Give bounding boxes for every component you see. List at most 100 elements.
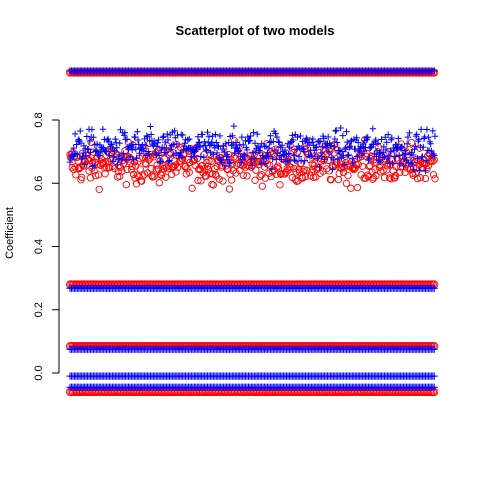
- data-point-circle: [201, 172, 209, 180]
- data-point-plus: [382, 146, 390, 154]
- data-point-plus: [300, 148, 308, 155]
- data-point-circle: [101, 170, 109, 178]
- data-point-plus: [369, 125, 377, 132]
- data-point-plus: [268, 165, 276, 173]
- data-point-circle: [273, 163, 281, 172]
- data-point-plus: [430, 345, 438, 353]
- data-point-circle: [350, 165, 359, 173]
- data-point-plus: [230, 122, 238, 130]
- data-point-plus: [234, 145, 241, 152]
- data-point-plus: [248, 156, 255, 163]
- data-point-circle: [308, 160, 316, 168]
- data-point-plus: [123, 136, 131, 143]
- data-point-plus: [88, 126, 96, 133]
- data-point-plus: [256, 144, 264, 151]
- data-point-plus: [416, 167, 423, 174]
- data-point-plus: [177, 149, 184, 157]
- data-point-plus: [164, 136, 172, 144]
- data-point-plus: [212, 131, 219, 138]
- data-point-plus: [398, 143, 406, 151]
- data-point-plus: [339, 132, 347, 139]
- data-point-circle: [99, 158, 107, 167]
- data-point-circle: [80, 162, 88, 170]
- data-point-plus: [241, 152, 249, 160]
- data-point-circle: [114, 167, 122, 176]
- data-point-plus: [391, 153, 398, 160]
- data-point-plus: [130, 156, 137, 163]
- data-point-plus: [108, 140, 115, 148]
- data-point-circle: [128, 162, 136, 171]
- data-point-plus: [313, 143, 320, 151]
- data-point-plus: [134, 128, 141, 135]
- data-point-plus: [397, 144, 404, 152]
- data-point-plus: [104, 136, 111, 144]
- data-point-plus: [264, 149, 271, 156]
- data-point-circle: [178, 155, 187, 163]
- data-point-circle: [429, 157, 437, 165]
- data-point-plus: [311, 147, 318, 154]
- data-point-plus: [115, 151, 123, 159]
- data-point-plus: [332, 127, 339, 135]
- data-point-plus: [309, 135, 317, 143]
- data-point-plus: [126, 153, 134, 161]
- data-point-plus: [402, 150, 409, 157]
- data-point-circle: [197, 177, 205, 185]
- data-point-plus: [209, 132, 216, 140]
- data-point-plus: [353, 134, 360, 141]
- data-point-plus: [344, 152, 352, 160]
- data-point-circle: [227, 176, 236, 184]
- data-point-circle: [122, 181, 130, 189]
- data-point-plus: [114, 161, 121, 168]
- data-point-plus: [245, 138, 252, 145]
- data-point-plus: [430, 284, 438, 292]
- data-point-plus: [167, 146, 175, 153]
- data-point-circle: [413, 175, 422, 183]
- data-point-plus: [155, 136, 162, 144]
- data-point-plus: [231, 149, 238, 157]
- data-point-plus: [333, 127, 340, 134]
- data-point-plus: [420, 135, 428, 142]
- data-point-plus: [263, 153, 270, 161]
- data-point-circle: [150, 172, 158, 181]
- data-point-circle: [241, 163, 250, 171]
- data-point-plus: [163, 144, 170, 152]
- data-point-plus: [100, 144, 107, 151]
- data-point-plus: [265, 153, 272, 160]
- data-point-circle: [78, 173, 86, 182]
- data-point-plus: [118, 155, 125, 162]
- data-point-circle: [426, 157, 435, 166]
- data-point-plus: [103, 148, 110, 155]
- data-point-circle: [277, 170, 285, 178]
- data-point-plus: [194, 142, 201, 150]
- data-point-circle: [225, 185, 234, 193]
- data-point-plus: [240, 151, 248, 158]
- data-point-plus: [116, 139, 123, 147]
- data-point-circle: [239, 171, 248, 179]
- y-tick-label: 0.8: [33, 112, 45, 127]
- data-point-circle: [118, 167, 126, 175]
- data-point-plus: [364, 133, 371, 141]
- data-point-plus: [285, 150, 292, 157]
- data-point-plus: [412, 143, 419, 150]
- data-point-plus: [120, 150, 127, 157]
- data-point-plus: [121, 129, 129, 136]
- data-point-circle: [185, 168, 193, 176]
- data-point-plus: [201, 138, 208, 145]
- data-point-plus: [237, 159, 245, 166]
- data-point-plus: [214, 142, 221, 149]
- data-point-circle: [134, 158, 142, 166]
- y-tick-label: 0.0: [33, 365, 45, 380]
- data-point-plus: [81, 161, 88, 168]
- data-point-circle: [344, 171, 352, 180]
- data-point-circle: [115, 161, 123, 170]
- data-point-plus: [132, 145, 140, 153]
- data-point-circle: [207, 157, 215, 165]
- data-point-plus: [390, 147, 398, 154]
- data-point-plus: [331, 135, 338, 143]
- data-point-plus: [181, 140, 189, 147]
- data-point-plus: [308, 139, 316, 146]
- data-point-circle: [188, 184, 196, 192]
- data-point-plus: [205, 133, 213, 140]
- data-point-plus: [219, 145, 227, 153]
- data-point-plus: [325, 133, 332, 141]
